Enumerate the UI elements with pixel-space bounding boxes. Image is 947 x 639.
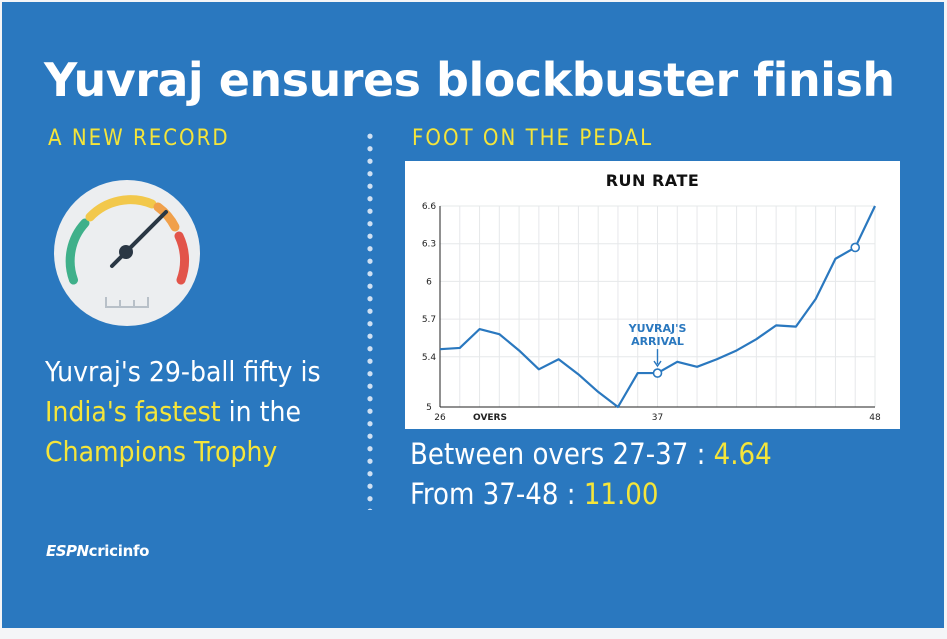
gauge-odometer — [105, 297, 149, 308]
gauge-hub — [119, 245, 133, 259]
annotation-label-line-1: YUVRAJ'S — [628, 322, 687, 335]
gauge-arc-yellow — [85, 195, 157, 222]
stat-2-value: 11.00 — [583, 477, 659, 511]
annotation-arrow-head — [653, 360, 662, 368]
logo-cricinfo: cricinfo — [88, 542, 150, 560]
headline: Yuvraj ensures blockbuster finish — [44, 53, 895, 107]
stat-1-label: Between overs 27-37 : — [410, 437, 714, 471]
gauge-arc-green — [65, 218, 90, 285]
section-label-record: A NEW RECORD — [48, 126, 230, 151]
y-tick-label: 5.7 — [422, 315, 436, 325]
x-tick-label: 26 — [434, 413, 446, 423]
y-tick-label: 6.6 — [422, 202, 437, 212]
record-text-part: Yuvraj's 29-ball fifty is — [45, 355, 321, 388]
x-tick-label: 48 — [869, 413, 881, 423]
run-rate-chart: RUN RATE 5 5.4 5.7 6 6.3 6.6 26 37 48 OVERS YUVRAJ… — [405, 161, 900, 429]
y-tick-label: 6.3 — [422, 240, 436, 250]
section-label-run-rate: FOOT ON THE PEDAL — [412, 126, 654, 151]
espncricinfo-logo: ESPNcricinfo — [46, 542, 149, 560]
stat-overs-27-37: Between overs 27-37 : 4.64 — [410, 437, 772, 471]
gauge-arc-orange — [153, 202, 180, 232]
chart-title: RUN RATE — [605, 171, 700, 190]
stat-2-label: From 37-48 : — [410, 477, 584, 511]
stat-1-value: 4.64 — [713, 437, 772, 471]
record-highlight-champions-trophy: Champions Trophy — [45, 435, 278, 468]
logo-espn: ESPN — [46, 542, 89, 560]
dotted-divider — [367, 130, 373, 510]
record-text: Yuvraj's 29-ball fifty is India's fastes… — [45, 352, 365, 472]
x-axis-label: OVERS — [473, 413, 507, 423]
data-point-marker — [850, 242, 861, 253]
gauge-needle — [110, 210, 168, 268]
y-tick-label: 5.4 — [422, 353, 437, 363]
gauge-arc-red — [174, 231, 190, 285]
y-tick-label: 5 — [426, 403, 432, 413]
stat-overs-37-48: From 37-48 : 11.00 — [410, 477, 658, 511]
data-point-marker — [652, 368, 663, 378]
annotation-label-line-2: ARRIVAL — [631, 335, 684, 348]
y-tick-label: 6 — [426, 277, 432, 287]
record-text-part: in the — [220, 395, 301, 428]
record-highlight-fastest: India's fastest — [45, 395, 221, 428]
x-tick-label: 37 — [652, 413, 663, 423]
speedometer-icon — [54, 180, 200, 326]
